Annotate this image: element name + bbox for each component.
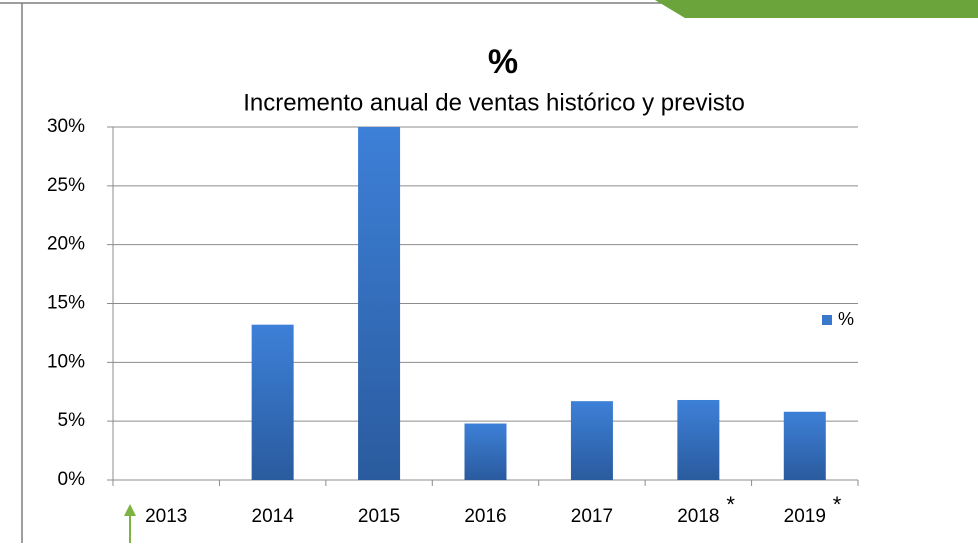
annotation: *	[833, 492, 842, 517]
x-tick-label: 2013	[145, 506, 187, 527]
bar	[251, 324, 294, 480]
x-tick-label: 2019	[784, 506, 826, 527]
bar	[783, 411, 826, 480]
bar	[570, 401, 613, 480]
y-tick-label: 0%	[58, 469, 86, 490]
x-tick-label: 2014	[252, 506, 295, 527]
chart-subtitle: Incremento anual de ventas histórico y p…	[243, 89, 745, 116]
y-tick-label: 5%	[58, 410, 86, 431]
bar	[358, 127, 401, 480]
y-tick-label: 10%	[47, 351, 85, 372]
annotation: *	[726, 492, 735, 517]
bar	[464, 423, 507, 480]
x-tick-label: 2018	[677, 506, 719, 527]
legend-label: %	[838, 309, 854, 329]
arrow-head	[124, 504, 136, 516]
x-tick-label: 2017	[571, 506, 613, 527]
chart-title: %	[488, 43, 518, 81]
y-tick-label: 20%	[47, 234, 85, 255]
x-tick-label: 2015	[358, 506, 400, 527]
y-tick-label: 15%	[47, 293, 85, 314]
x-tick-label: 2016	[464, 506, 506, 527]
y-tick-label: 25%	[47, 175, 85, 196]
bar	[677, 399, 720, 480]
legend-swatch	[822, 315, 832, 325]
green-band	[655, 0, 978, 18]
y-tick-label: 30%	[47, 116, 85, 137]
